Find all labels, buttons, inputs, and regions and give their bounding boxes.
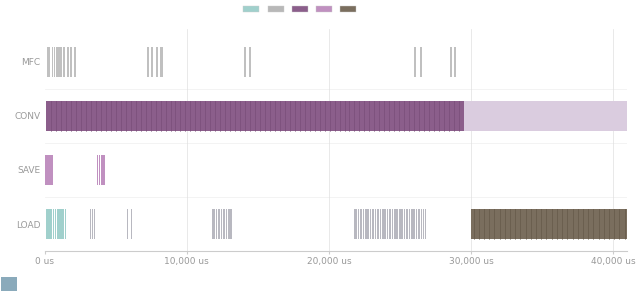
Bar	[363, 209, 364, 239]
Bar	[63, 47, 65, 77]
Bar	[416, 209, 417, 239]
Bar	[421, 209, 422, 239]
Bar	[375, 209, 376, 239]
Bar	[406, 209, 407, 239]
Bar	[387, 209, 388, 239]
Bar	[407, 209, 408, 239]
Bar	[212, 209, 214, 239]
Bar	[414, 209, 415, 239]
Bar	[127, 209, 128, 239]
Bar	[74, 47, 76, 77]
Bar	[1, 277, 17, 291]
Bar	[51, 209, 52, 239]
Bar	[390, 209, 392, 239]
Bar	[356, 209, 357, 239]
Bar	[47, 47, 51, 77]
Bar	[371, 209, 372, 239]
Bar	[45, 155, 52, 185]
Bar	[397, 209, 398, 239]
Bar	[368, 209, 369, 239]
Bar	[401, 209, 402, 239]
Bar	[373, 209, 374, 239]
Bar	[54, 47, 56, 77]
Bar	[226, 209, 227, 239]
Bar	[104, 155, 106, 185]
Bar	[454, 47, 456, 77]
Bar	[218, 209, 219, 239]
Bar	[409, 209, 410, 239]
Bar	[231, 209, 232, 239]
Bar	[156, 47, 157, 77]
Bar	[53, 209, 54, 239]
Bar	[55, 209, 56, 239]
Bar	[99, 155, 100, 185]
Bar	[90, 209, 92, 239]
Bar	[412, 209, 413, 239]
Bar	[47, 209, 49, 239]
Bar	[58, 209, 60, 239]
Bar	[394, 209, 395, 239]
Bar	[70, 47, 72, 77]
Bar	[402, 209, 403, 239]
Bar	[228, 209, 229, 239]
Bar	[366, 209, 367, 239]
Bar	[380, 209, 381, 239]
Bar	[214, 209, 215, 239]
Bar	[151, 47, 154, 77]
Bar	[378, 209, 380, 239]
Bar	[404, 209, 405, 239]
Bar	[471, 209, 627, 239]
Bar	[411, 209, 412, 239]
Bar	[46, 101, 464, 131]
Bar	[56, 47, 58, 77]
Bar	[355, 209, 356, 239]
Bar	[94, 209, 95, 239]
Bar	[58, 47, 60, 77]
Bar	[102, 155, 104, 185]
Bar	[244, 47, 246, 77]
Bar	[249, 47, 251, 77]
Bar	[147, 47, 149, 77]
Bar	[216, 209, 217, 239]
Bar	[385, 209, 387, 239]
Bar	[60, 47, 62, 77]
Bar	[424, 209, 426, 239]
Bar	[392, 209, 393, 239]
Bar	[45, 209, 47, 239]
Bar	[56, 209, 58, 239]
Bar	[420, 47, 422, 77]
Bar	[399, 209, 400, 239]
Bar	[383, 209, 385, 239]
Bar	[49, 209, 51, 239]
Bar	[131, 209, 132, 239]
Bar	[381, 209, 383, 239]
Bar	[221, 209, 222, 239]
Bar	[417, 209, 419, 239]
Bar	[360, 209, 361, 239]
Bar	[97, 155, 99, 185]
Bar	[160, 47, 163, 77]
Bar	[67, 47, 69, 77]
Bar	[388, 209, 390, 239]
Bar	[423, 209, 424, 239]
Bar	[358, 209, 359, 239]
Bar	[65, 209, 66, 239]
Bar	[92, 209, 93, 239]
Bar	[365, 209, 366, 239]
Bar	[52, 47, 53, 77]
Bar	[414, 47, 416, 77]
Bar	[376, 209, 378, 239]
Bar	[464, 101, 627, 131]
Bar	[62, 209, 63, 239]
Bar	[370, 209, 371, 239]
Bar	[419, 209, 420, 239]
Bar	[396, 209, 397, 239]
Bar	[100, 155, 102, 185]
Bar	[60, 209, 61, 239]
Bar	[450, 47, 452, 77]
Bar	[223, 209, 224, 239]
